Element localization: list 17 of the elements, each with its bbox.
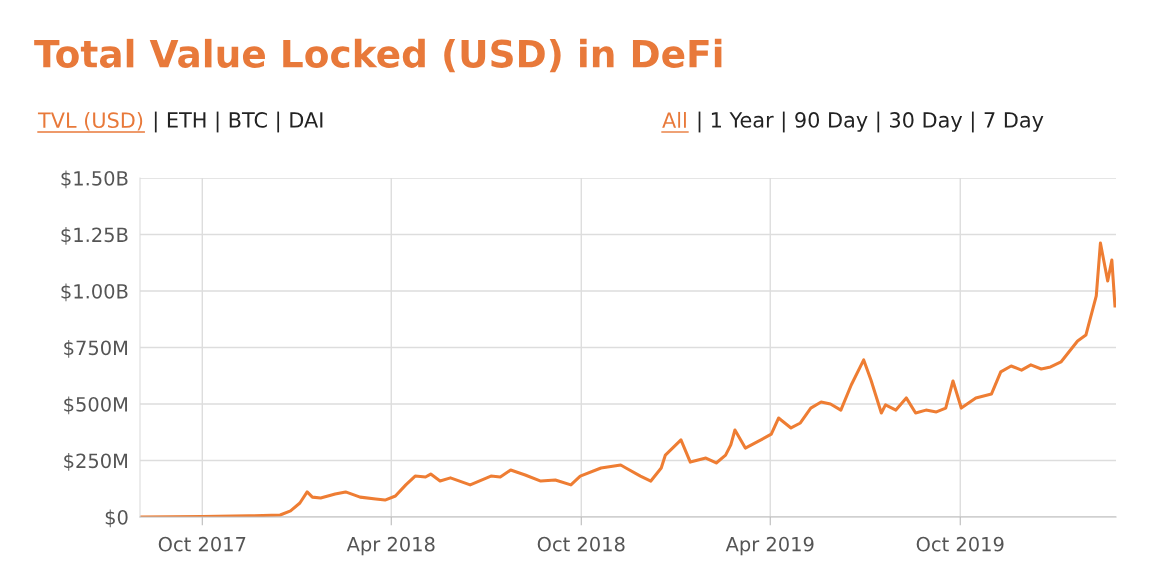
x-tick-label: Apr 2018: [346, 536, 435, 556]
x-tick-label: Oct 2017: [158, 536, 246, 552]
y-tick-label: $750M: [64, 340, 127, 358]
y-tick-label: $500M: [64, 396, 127, 415]
y-tick-label: $1.50B: [61, 170, 128, 189]
text: | 1 Year | 90 Day | 30 Day | 7 Day: [698, 111, 1044, 133]
text: | ETH | BTC | DAI: [154, 111, 323, 133]
y-tick-label: $250M: [64, 453, 127, 471]
y-tick-label: $1.25B: [61, 227, 128, 245]
y-tick-label: $0: [105, 509, 128, 528]
y-tick-label: $1.00B: [61, 283, 128, 302]
x-tick-label: Apr 2019: [725, 536, 814, 556]
chart-title: Total Value Locked (USD) in DeFi: [34, 38, 722, 73]
x-tick-label: Oct 2018: [537, 536, 625, 552]
x-tick-label: Oct 2019: [916, 536, 1004, 552]
text: TVL (USD): [37, 111, 143, 131]
text: All: [662, 111, 686, 128]
